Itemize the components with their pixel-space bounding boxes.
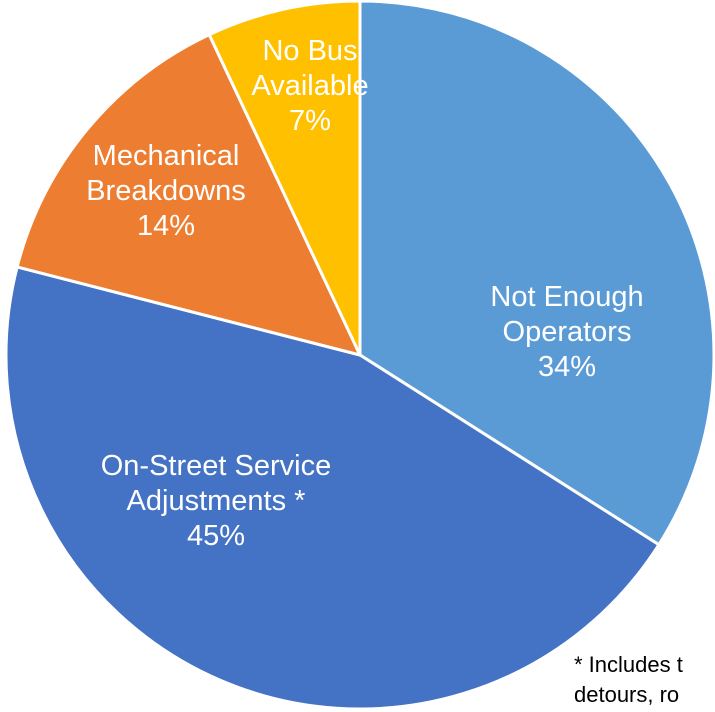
slice-category-label: Not Enough xyxy=(490,281,643,313)
slice-category-label: Mechanical xyxy=(93,140,240,172)
pie-slice-not-enough-operators xyxy=(358,0,715,547)
slice-category-label: Breakdowns xyxy=(86,175,246,207)
slice-value-label: 34% xyxy=(538,351,596,383)
slice-value-label: 45% xyxy=(187,520,245,552)
slice-label-no-bus-available: No Bus Available 7% xyxy=(251,35,368,137)
pie-slice-mechanical-breakdowns xyxy=(15,32,363,358)
slice-category-label: Operators xyxy=(503,316,632,348)
footnote-line-2: detours, ro xyxy=(574,682,680,707)
pie-labels: Not Enough Operators 34%On-Street Service A… xyxy=(86,35,643,552)
slice-value-label: 7% xyxy=(289,105,331,137)
slice-category-label: Adjustments * xyxy=(127,485,306,517)
pie-slices xyxy=(4,0,715,711)
pie-slice-on-street-service-adjustments xyxy=(4,265,661,711)
pie-slice-no-bus-available xyxy=(207,0,362,356)
slice-category-label: Available xyxy=(251,70,368,102)
footnote: * Includes t detours, ro xyxy=(574,650,683,710)
slice-category-label: On-Street Service xyxy=(101,450,331,482)
slice-label-mechanical-breakdowns: Mechanical Breakdowns 14% xyxy=(86,140,246,242)
slice-category-label: No Bus xyxy=(262,35,357,67)
slice-label-on-street-service-adjustments: On-Street Service Adjustments * 45% xyxy=(101,450,331,552)
slice-value-label: 14% xyxy=(137,210,195,242)
footnote-line-1: * Includes t xyxy=(574,652,683,677)
slice-label-not-enough-operators: Not Enough Operators 34% xyxy=(490,281,643,383)
